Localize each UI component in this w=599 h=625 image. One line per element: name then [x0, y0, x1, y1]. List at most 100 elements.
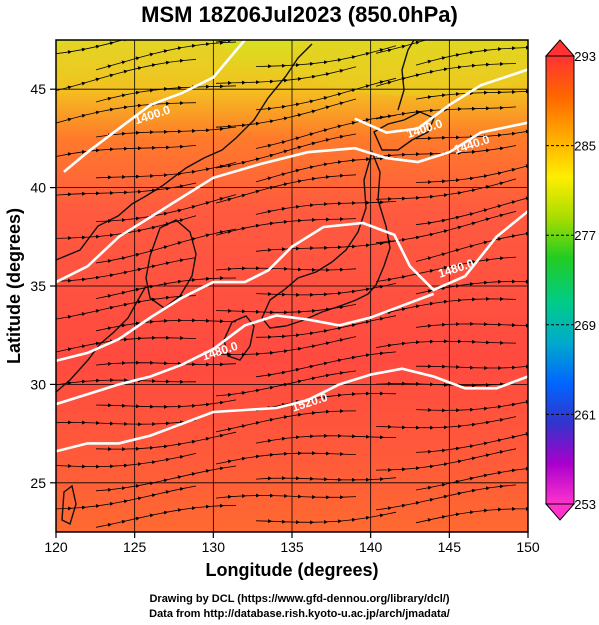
colorbar-tick-label: 277: [574, 228, 596, 243]
colorbar-tick-label: 285: [574, 139, 596, 154]
colorbar-tick-label: 253: [574, 497, 596, 512]
streamline: [95, 318, 237, 332]
y-axis: 25 30 35 40 45: [30, 81, 56, 491]
colorbar-tick-label: 261: [574, 407, 596, 422]
x-axis-label: Longitude (degrees): [205, 560, 378, 580]
streamline: [56, 257, 197, 283]
y-tick-label: 35: [30, 278, 46, 294]
streamline: [215, 370, 357, 397]
streamline: [415, 321, 528, 328]
x-tick-label: 140: [359, 539, 383, 555]
streamline: [255, 315, 397, 340]
x-tick-label: 145: [438, 539, 462, 555]
streamline: [56, 485, 197, 511]
contour-line: [56, 121, 528, 284]
streamline: [215, 66, 357, 85]
streamline: [255, 391, 397, 412]
contour-line: [56, 292, 435, 406]
streamline: [95, 84, 237, 103]
streamline: [56, 419, 197, 427]
streamline: [255, 476, 397, 482]
streamline: [255, 511, 397, 525]
streamline: [255, 240, 397, 253]
page-title: MSM 18Z06Jul2023 (850.0hPa): [141, 2, 458, 27]
streamline: [215, 217, 357, 236]
streamline: [215, 493, 357, 500]
y-tick-label: 40: [30, 180, 46, 196]
y-axis-label: Latitude (degrees): [4, 208, 24, 364]
colorbar-bar: [545, 55, 575, 505]
streamline: [375, 40, 504, 54]
warm-region: [290, 40, 528, 96]
contour-line: [56, 367, 528, 453]
x-tick-label: 125: [123, 539, 147, 555]
streamline: [255, 45, 397, 69]
streamline: [415, 363, 528, 371]
colorbar: 253 261 269 277 285 293: [544, 39, 596, 521]
credit-data: Data from http://database.rish.kyoto-u.a…: [149, 608, 450, 620]
contour-line: [354, 68, 528, 134]
streamline: [95, 399, 237, 409]
colorbar-tick-label: 293: [574, 49, 596, 64]
streamline: [415, 127, 528, 141]
streamline: [415, 88, 528, 100]
streamline: [95, 126, 237, 138]
streamline: [415, 160, 528, 185]
contour-line: [63, 40, 246, 173]
wind-streamlines: [56, 40, 528, 528]
streamline: [56, 335, 197, 353]
streamline: [375, 105, 517, 120]
streamline: [255, 200, 397, 215]
x-tick-label: 150: [516, 539, 540, 555]
colorbar-top-arrow: [544, 39, 576, 57]
streamline: [375, 339, 517, 348]
streamline: [56, 378, 197, 386]
streamline: [255, 283, 397, 297]
streamline: [56, 101, 197, 124]
colorbar-bottom-arrow: [544, 503, 576, 521]
y-tick-label: 45: [30, 81, 46, 97]
streamline: [255, 433, 397, 444]
streamline: [95, 360, 237, 367]
credit-drawing: Drawing by DCL (https://www.gfd-dennou.o…: [149, 593, 450, 605]
x-tick-label: 120: [44, 539, 68, 555]
streamline: [375, 296, 517, 316]
streamline: [215, 266, 357, 273]
streamline: [95, 276, 237, 299]
y-tick-label: 30: [30, 376, 46, 392]
streamline: [215, 133, 357, 169]
streamline: [56, 40, 184, 55]
streamline: [56, 453, 197, 469]
streamline: [215, 304, 357, 315]
streamline: [415, 396, 528, 413]
streamline: [375, 381, 517, 388]
streamline: [415, 506, 528, 524]
streamline: [56, 144, 197, 157]
streamline: [95, 162, 237, 180]
streamline: [375, 484, 517, 511]
streamline: [95, 503, 237, 528]
streamline: [95, 431, 237, 452]
streamline: [215, 409, 357, 433]
streamline: [375, 61, 517, 87]
streamline: [415, 45, 528, 66]
colorbar-tick-label: 269: [574, 318, 596, 333]
streamline: [375, 416, 517, 430]
streamline: [215, 451, 357, 465]
streamline: [415, 279, 528, 295]
streamline: [56, 182, 197, 197]
y-tick-label: 25: [30, 475, 46, 491]
streamline: [215, 336, 357, 357]
streamline: [375, 256, 517, 282]
contour-line: [56, 210, 528, 363]
x-tick-label: 135: [280, 539, 304, 555]
streamline: [56, 58, 197, 91]
streamline: [415, 229, 528, 262]
x-tick-label: 130: [202, 539, 226, 555]
streamline: [56, 294, 197, 320]
x-axis: 120 125 130 135 140 145 150: [44, 532, 540, 555]
streamline: [215, 173, 357, 204]
taiwan-coast: [61, 484, 77, 525]
